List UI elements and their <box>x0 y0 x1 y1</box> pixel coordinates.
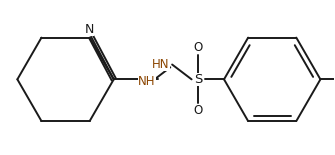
Text: O: O <box>193 104 203 117</box>
Text: O: O <box>193 41 203 54</box>
Text: N: N <box>85 23 94 36</box>
Text: NH: NH <box>138 75 156 88</box>
Text: HN: HN <box>152 58 170 71</box>
Text: S: S <box>194 73 202 86</box>
